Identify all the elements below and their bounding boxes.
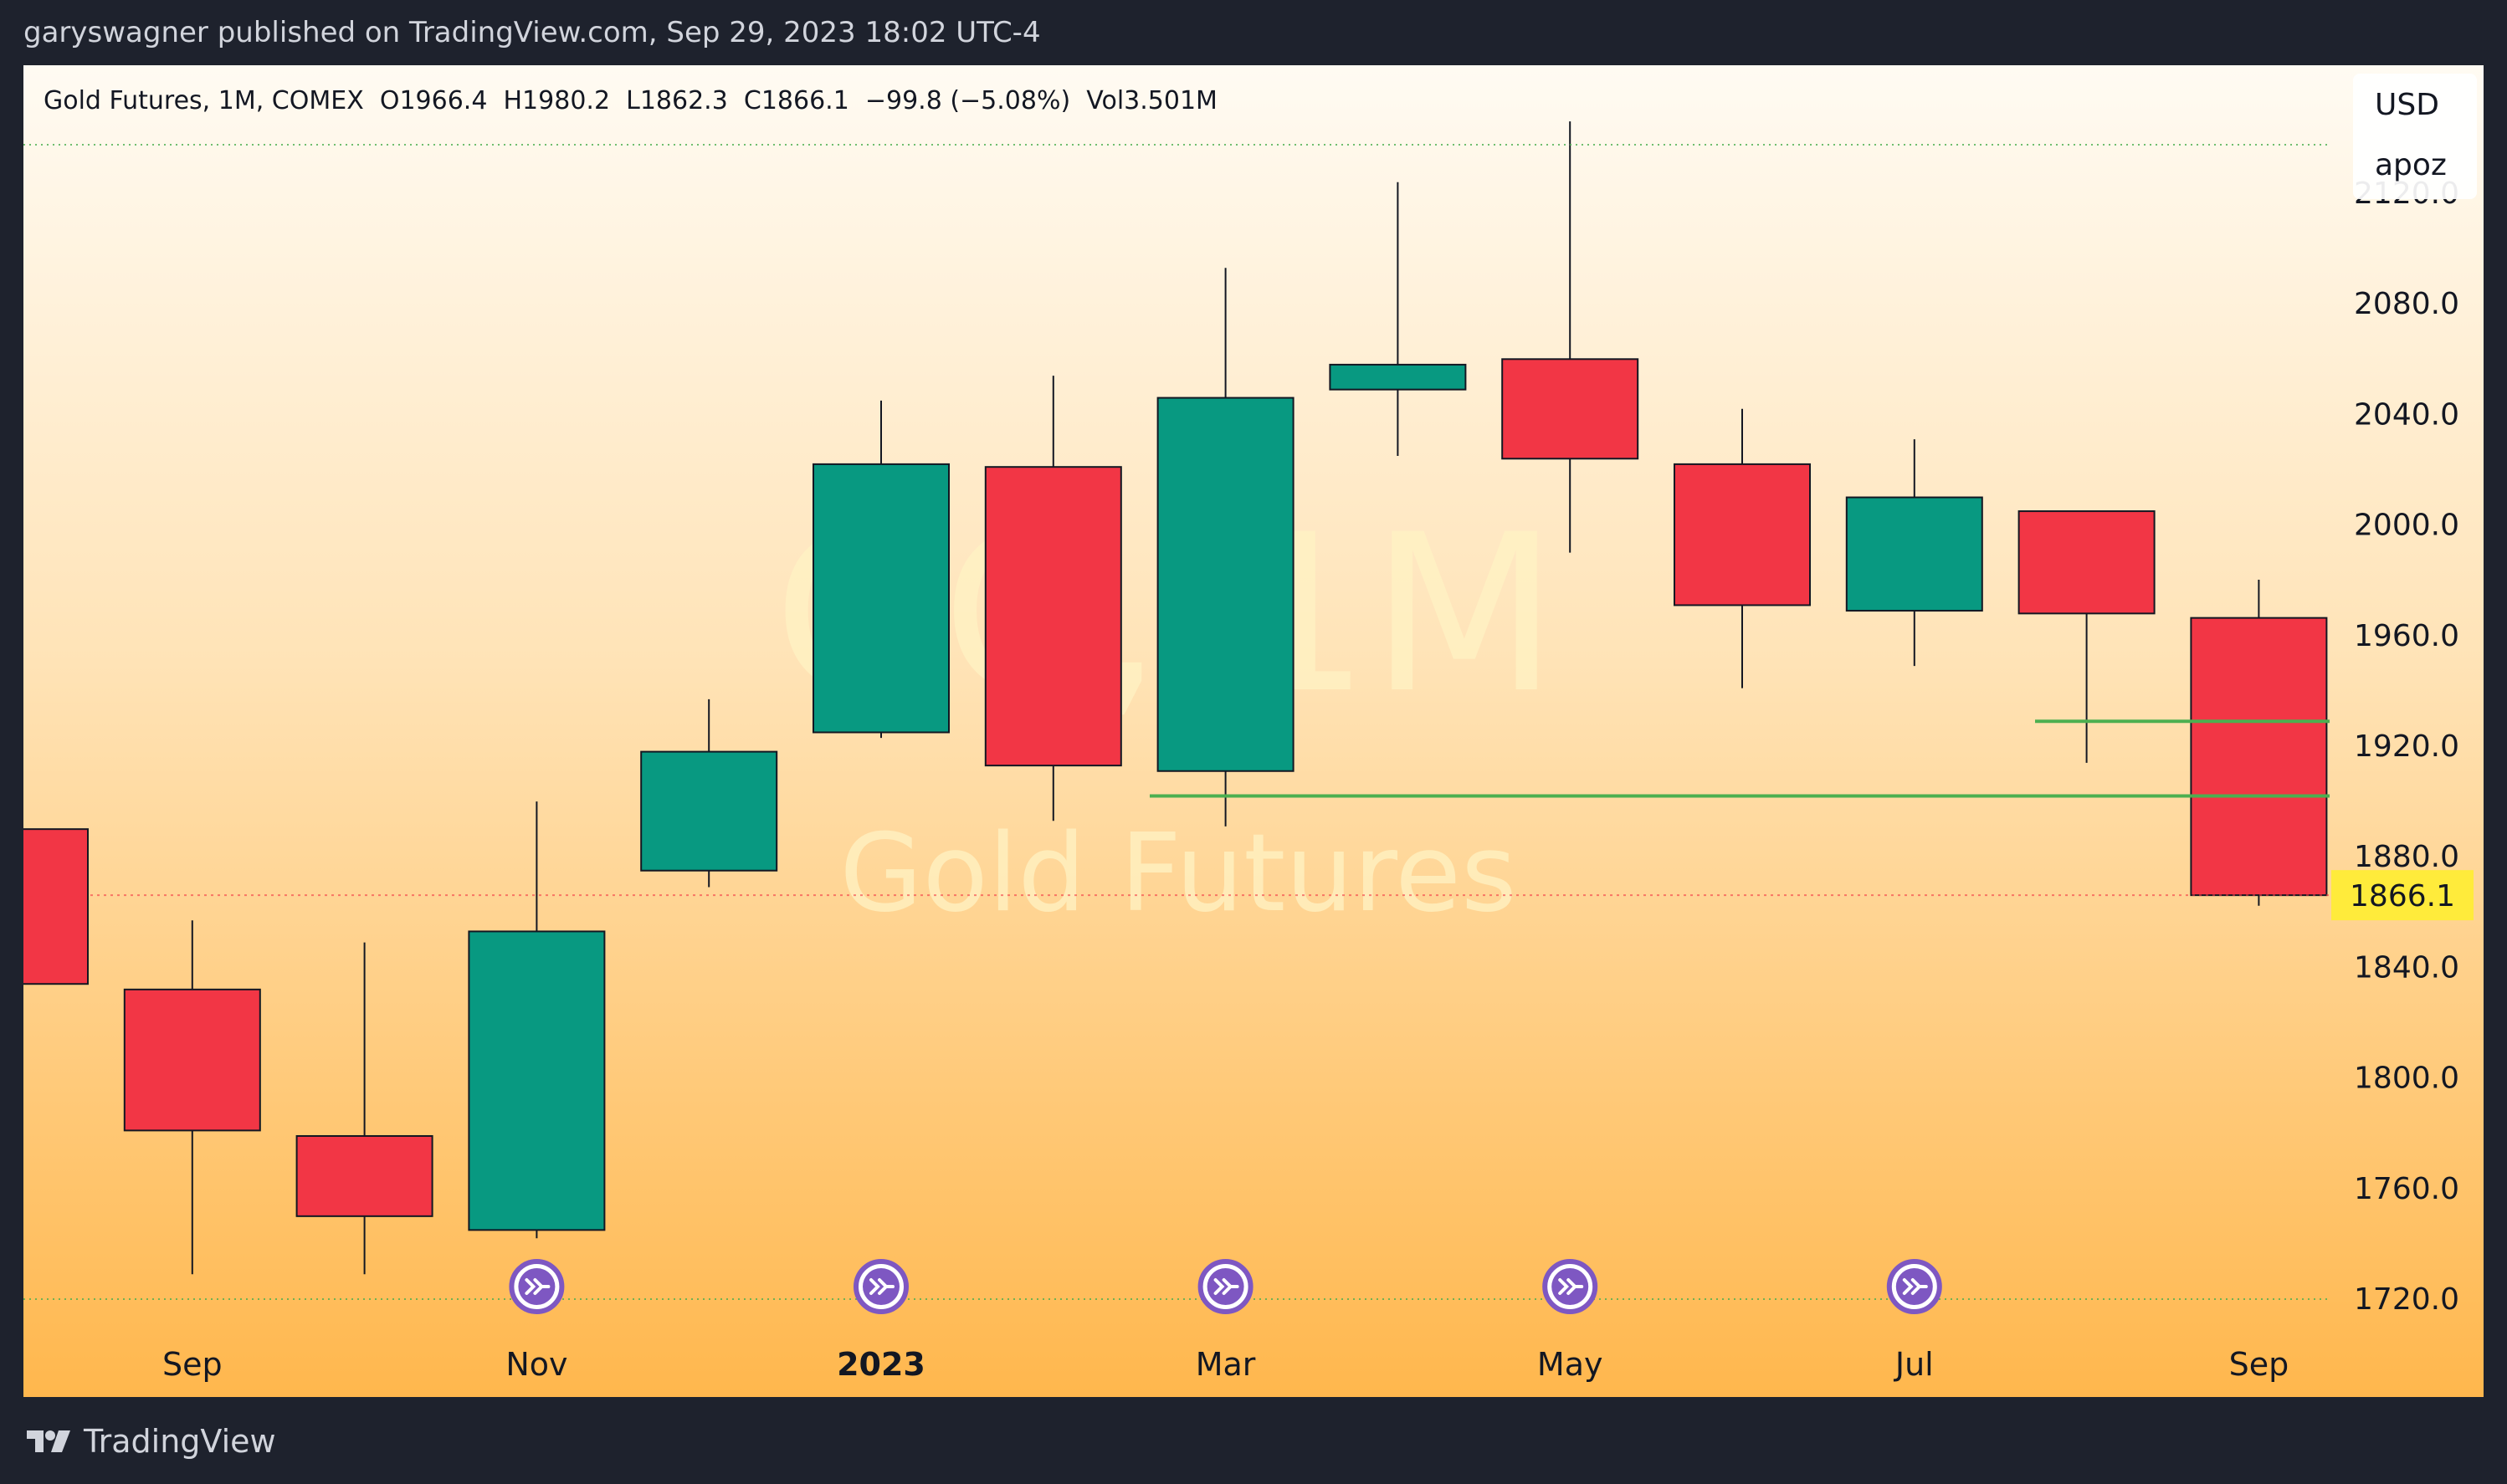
- candle: [984, 376, 1122, 821]
- candle: [1329, 182, 1467, 456]
- y-tick-label: 1800.0: [2354, 1062, 2459, 1096]
- y-tick-label: 1920.0: [2354, 729, 2459, 764]
- timezone-label[interactable]: apoz: [2375, 148, 2447, 182]
- x-tick-label: May: [1537, 1346, 1603, 1383]
- event-markers-layer: [509, 1259, 1942, 1314]
- candle: [640, 699, 778, 888]
- time-axis[interactable]: Sep Nov 2023 Mar May Jul Sep: [162, 1346, 2289, 1383]
- currency-label[interactable]: USD: [2375, 88, 2439, 122]
- x-tick-label: Mar: [1196, 1346, 1256, 1383]
- event-marker-disc: [1551, 1268, 1589, 1305]
- event-marker-disc: [863, 1268, 900, 1305]
- candle-body: [984, 466, 1122, 767]
- candle: [1845, 439, 1983, 667]
- candle: [295, 942, 433, 1275]
- legend-change: −99.8 (−5.08%): [864, 86, 1071, 115]
- candle: [468, 801, 606, 1239]
- event-marker-icon[interactable]: [1197, 1259, 1254, 1314]
- candle: [1501, 121, 1639, 553]
- x-tick-label: 2023: [837, 1346, 925, 1383]
- legend-symbol[interactable]: Gold Futures, 1M, COMEX: [44, 86, 364, 115]
- horizontal-lines-layer: [23, 144, 2330, 1300]
- last-price-tag: [2331, 870, 2474, 921]
- y-tick-label: 2040.0: [2354, 397, 2459, 432]
- candle: [2190, 580, 2328, 906]
- event-marker-arrow: [869, 1278, 895, 1295]
- event-marker-arrow: [525, 1278, 551, 1295]
- tradingview-logo-icon: [27, 1430, 70, 1452]
- candle-body: [2017, 510, 2156, 615]
- y-tick-label: 1840.0: [2354, 950, 2459, 985]
- legend-low: L1862.3: [626, 86, 728, 115]
- y-tick-label: 1720.0: [2354, 1282, 2459, 1317]
- event-marker-icon[interactable]: [854, 1259, 909, 1314]
- event-marker-disc: [1207, 1268, 1244, 1305]
- candle-body: [123, 988, 261, 1132]
- candle-body: [640, 750, 778, 872]
- candles-layer: [23, 121, 2328, 1275]
- y-tick-label: 2080.0: [2354, 287, 2459, 321]
- publisher-caption: garyswagner published on TradingView.com…: [23, 16, 1041, 49]
- candle: [2017, 510, 2156, 763]
- candle-body: [1674, 463, 1811, 606]
- candle-body: [2190, 617, 2328, 897]
- event-marker-icon[interactable]: [1542, 1259, 1598, 1314]
- y-tick-label: 1960.0: [2354, 619, 2459, 653]
- candle-body: [1845, 496, 1983, 612]
- legend-open: O1966.4: [379, 86, 488, 115]
- x-tick-label: Sep: [162, 1346, 223, 1383]
- event-marker-icon[interactable]: [509, 1259, 565, 1314]
- event-marker-disc: [1895, 1268, 1933, 1305]
- chart-panel[interactable]: GC, 1M Gold Futures 2120.02080.02040.020…: [23, 65, 2484, 1397]
- y-tick-label: 2000.0: [2354, 509, 2459, 543]
- brand-name: TradingView: [84, 1423, 276, 1460]
- candle-body: [1329, 363, 1467, 391]
- x-tick-label: Nov: [505, 1346, 567, 1383]
- candle-body: [23, 828, 89, 985]
- last-price-label: 1866.1: [2350, 879, 2455, 913]
- candle-body: [813, 463, 950, 734]
- candle: [813, 400, 950, 739]
- legend-close: C1866.1: [743, 86, 849, 115]
- candle: [23, 828, 89, 985]
- event-marker-arrow: [1902, 1278, 1928, 1295]
- event-marker-arrow: [1558, 1278, 1584, 1295]
- event-marker-arrow: [1213, 1278, 1239, 1295]
- candle: [1674, 408, 1811, 688]
- candle-body: [468, 930, 606, 1231]
- currency-timezone-badge[interactable]: USD apoz: [2353, 74, 2477, 199]
- watermark-name: Gold Futures: [839, 811, 1516, 936]
- candlestick-chart[interactable]: GC, 1M Gold Futures 2120.02080.02040.020…: [23, 65, 2484, 1397]
- x-tick-label: Jul: [1894, 1346, 1934, 1383]
- legend-volume: Vol3.501M: [1086, 86, 1218, 115]
- candle: [123, 920, 261, 1275]
- y-tick-label: 1880.0: [2354, 840, 2459, 874]
- y-tick-label: 1760.0: [2354, 1172, 2459, 1206]
- candle-body: [1501, 358, 1639, 460]
- legend-high: H1980.2: [503, 86, 611, 115]
- candle: [1156, 268, 1295, 826]
- candle-body: [295, 1135, 433, 1217]
- x-tick-label: Sep: [2229, 1346, 2289, 1383]
- last-price-layer: 1866.1: [23, 870, 2474, 921]
- event-marker-icon[interactable]: [1886, 1259, 1942, 1314]
- tradingview-brand[interactable]: TradingView: [25, 1425, 276, 1457]
- symbol-legend: Gold Futures, 1M, COMEX O1966.4 H1980.2 …: [44, 89, 1218, 114]
- event-marker-disc: [518, 1268, 556, 1305]
- candle-body: [1156, 397, 1295, 772]
